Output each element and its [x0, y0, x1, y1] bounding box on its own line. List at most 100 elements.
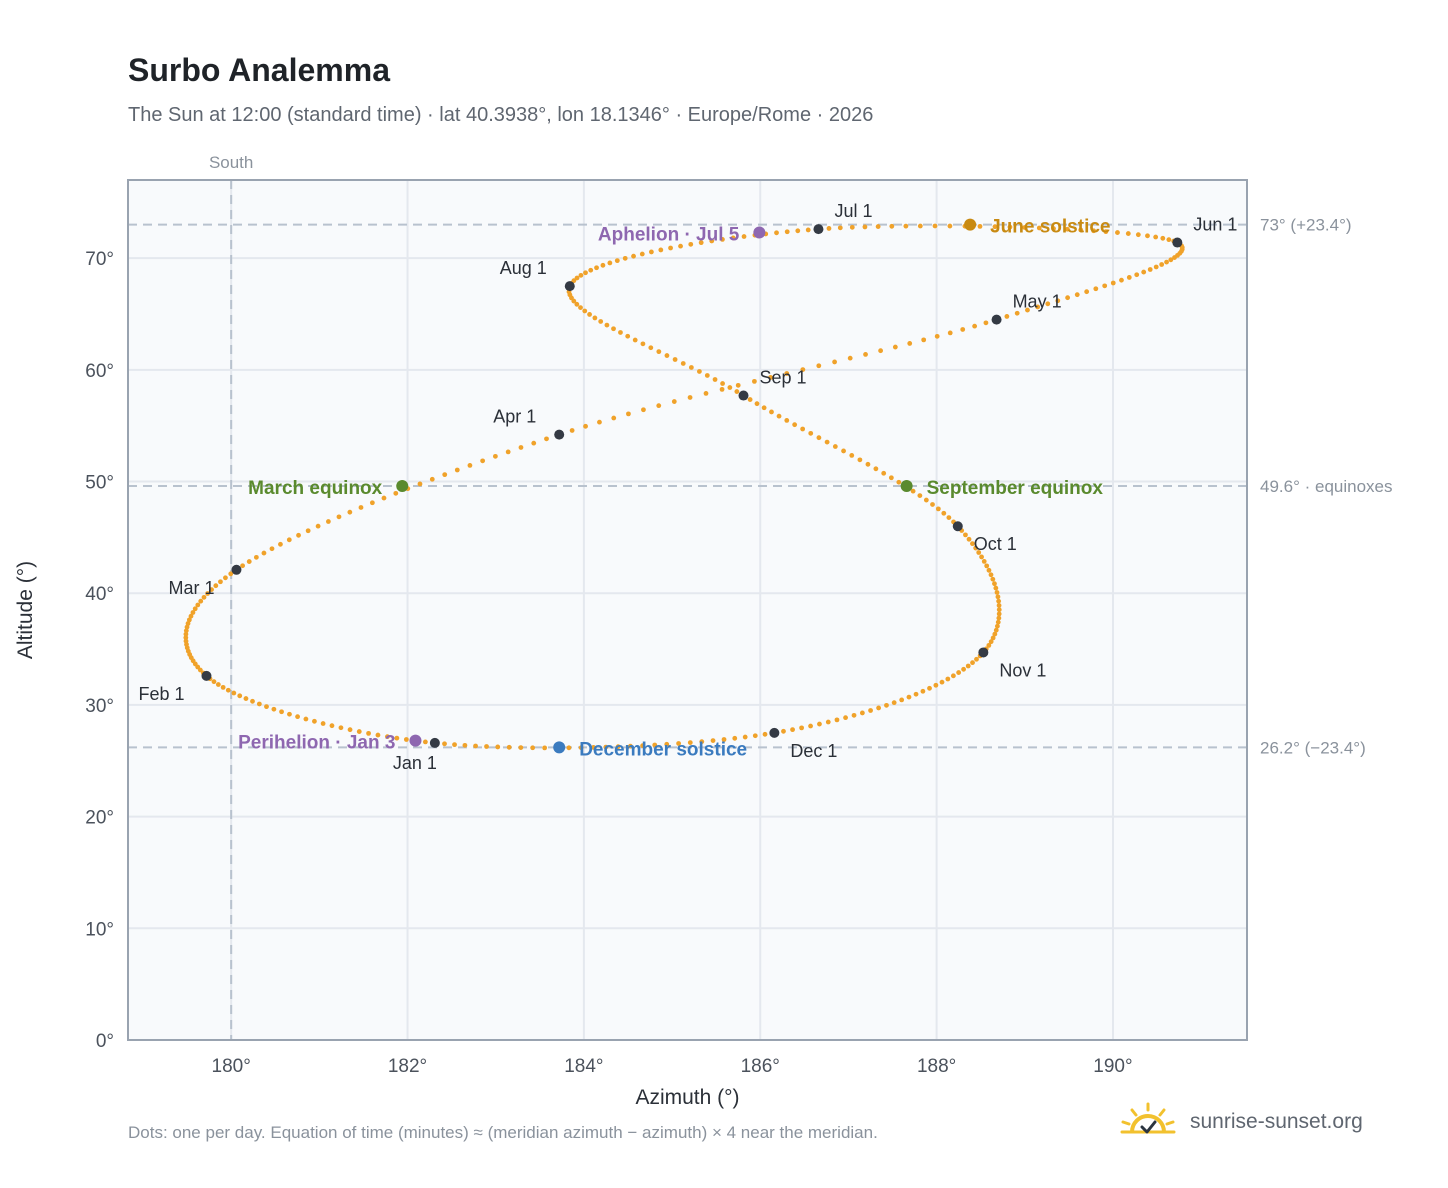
month-marker — [554, 429, 565, 440]
daily-sun-dot — [946, 515, 952, 521]
daily-sun-dot — [891, 700, 897, 706]
daily-sun-dot — [201, 594, 207, 600]
daily-sun-dot — [347, 727, 353, 733]
daily-sun-dot — [1078, 227, 1084, 233]
daily-sun-dot — [626, 411, 631, 417]
daily-sun-dot — [1153, 234, 1159, 240]
daily-sun-dot — [847, 355, 853, 361]
daily-sun-dot — [278, 541, 283, 547]
daily-sun-dot — [884, 702, 889, 708]
daily-sun-dot — [970, 660, 975, 666]
daily-sun-dot — [506, 744, 512, 750]
daily-sun-dot — [652, 742, 658, 748]
daily-sun-dot — [920, 688, 926, 694]
month-marker-label: Apr 1 — [493, 407, 536, 427]
daily-sun-dot — [1164, 259, 1169, 265]
daily-sun-dot — [271, 706, 277, 712]
daily-sun-dot — [442, 741, 447, 747]
daily-sun-dot — [320, 721, 326, 726]
daily-sun-dot — [604, 322, 610, 328]
daily-sun-dot — [688, 365, 694, 370]
daily-sun-dot — [784, 229, 790, 235]
daily-sun-dot — [366, 730, 371, 736]
daily-sun-dot — [375, 732, 381, 738]
daily-sun-dot — [730, 235, 736, 241]
daily-sun-dot — [664, 353, 670, 358]
daily-sun-dot — [742, 734, 748, 740]
month-marker — [1172, 237, 1183, 248]
event-marker — [964, 218, 977, 231]
daily-sun-dot — [892, 344, 898, 350]
daily-sun-dot — [996, 611, 1002, 617]
daily-sun-dot — [774, 230, 779, 236]
daily-sun-dot — [1119, 277, 1124, 283]
event-label: September equinox — [927, 478, 1104, 499]
daily-sun-dot — [841, 448, 846, 454]
daily-sun-dot — [990, 635, 996, 641]
daily-sun-dot — [672, 357, 678, 362]
x-tick-label: 184° — [564, 1056, 603, 1077]
daily-sun-dot — [710, 738, 716, 744]
daily-sun-dot — [1126, 275, 1132, 280]
daily-sun-dot — [578, 305, 583, 311]
daily-sun-dot — [986, 567, 992, 573]
event-marker — [409, 734, 422, 747]
reference-line-label: 26.2° (−23.4°) — [1260, 738, 1366, 757]
daily-sun-dot — [832, 359, 837, 365]
daily-sun-dot — [834, 717, 840, 723]
month-marker — [991, 314, 1002, 325]
daily-sun-dot — [873, 466, 879, 472]
daily-sun-dot — [467, 463, 473, 468]
brand[interactable]: sunrise-sunset.org — [1120, 1102, 1363, 1142]
daily-sun-dot — [817, 721, 822, 727]
daily-sun-dot — [228, 571, 234, 577]
daily-sun-dot — [932, 223, 938, 229]
daily-sun-dot — [800, 426, 806, 432]
daily-sun-dot — [186, 617, 192, 623]
daily-sun-dot — [195, 602, 201, 608]
daily-sun-dot — [1110, 280, 1116, 286]
daily-sun-dot — [315, 523, 321, 529]
daily-sun-dot — [719, 386, 725, 392]
daily-sun-dot — [1135, 232, 1141, 238]
month-marker — [952, 521, 963, 532]
daily-sun-dot — [591, 745, 596, 750]
daily-sun-dot — [303, 716, 309, 722]
daily-sun-dot — [805, 227, 811, 233]
daily-sun-dot — [622, 255, 628, 261]
daily-sun-dot — [698, 240, 704, 246]
daily-sun-dot — [305, 528, 311, 534]
y-tick-label: 60° — [85, 361, 114, 382]
daily-sun-dot — [800, 367, 806, 373]
daily-sun-dot — [1025, 307, 1030, 313]
daily-sun-dot — [988, 572, 994, 578]
daily-sun-dot — [826, 226, 832, 231]
daily-sun-dot — [583, 270, 588, 276]
daily-sun-dot — [1153, 264, 1159, 270]
daily-sun-dot — [225, 687, 231, 693]
daily-sun-dot — [956, 670, 962, 675]
daily-sun-dot — [934, 333, 940, 339]
daily-sun-dot — [961, 666, 966, 672]
daily-sun-dot — [720, 237, 725, 242]
daily-sun-dot — [981, 559, 987, 564]
month-marker — [813, 224, 824, 235]
daily-sun-dot — [950, 673, 956, 679]
daily-sun-dot — [253, 554, 259, 560]
daily-sun-dot — [618, 330, 623, 335]
daily-sun-dot — [888, 475, 894, 481]
daily-sun-dot — [607, 260, 613, 266]
daily-sun-dot — [1141, 269, 1147, 275]
daily-sun-dot — [837, 225, 843, 231]
daily-sun-dot — [709, 238, 715, 244]
daily-sun-dot — [676, 741, 682, 746]
daily-sun-dot — [296, 532, 301, 538]
daily-sun-dot — [752, 378, 757, 384]
daily-sun-dot — [597, 419, 602, 425]
daily-sun-dot — [762, 731, 768, 737]
month-marker-label: Dec 1 — [790, 741, 837, 761]
month-marker-label: Nov 1 — [999, 660, 1046, 680]
daily-sun-dot — [994, 590, 1000, 595]
daily-sun-dot — [588, 267, 594, 273]
